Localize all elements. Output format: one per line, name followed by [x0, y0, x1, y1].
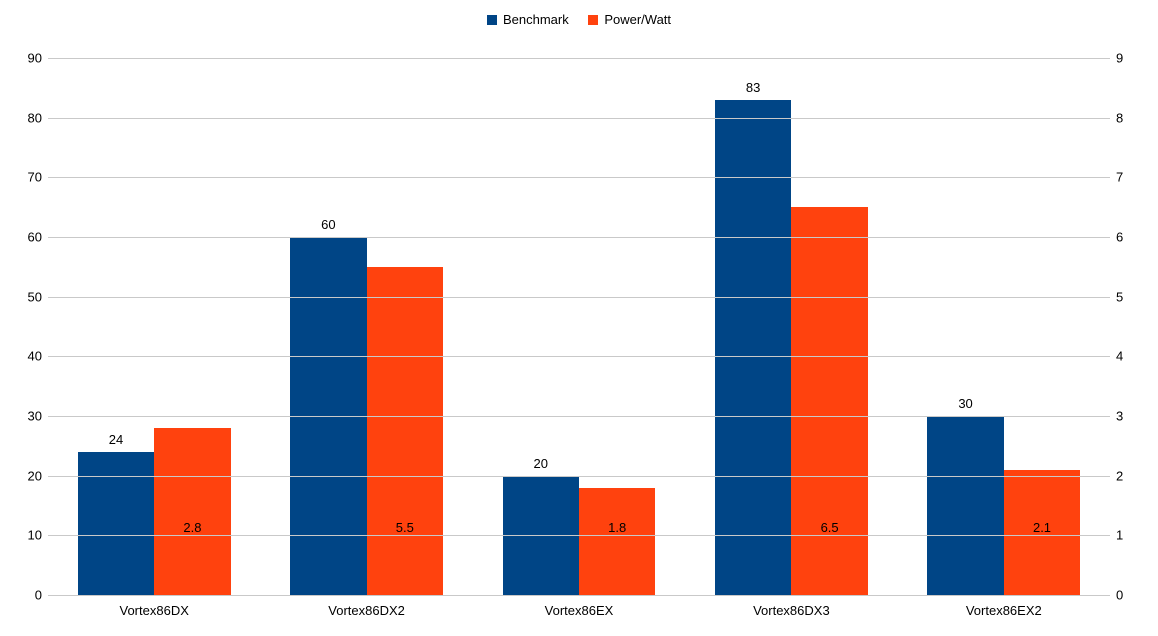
bar-group: Vortex86DX242.8: [48, 58, 260, 595]
bar-value-label: 6.5: [791, 520, 867, 535]
y-left-tick-label: 30: [12, 409, 42, 424]
x-category-label: Vortex86EX2: [898, 603, 1110, 618]
bar-groups: Vortex86DX242.8Vortex86DX2605.5Vortex86E…: [48, 58, 1110, 595]
y-left-tick-label: 60: [12, 230, 42, 245]
bar-value-label: 60: [290, 217, 366, 232]
gridline: [48, 58, 1110, 59]
y-right-tick-label: 7: [1116, 170, 1140, 185]
bar-powerwatt: 1.8: [579, 488, 655, 595]
y-right-tick-label: 3: [1116, 409, 1140, 424]
y-left-tick-label: 80: [12, 110, 42, 125]
y-left-tick-label: 90: [12, 51, 42, 66]
legend-swatch-powerwatt: [588, 15, 598, 25]
y-right-tick-label: 9: [1116, 51, 1140, 66]
bar-value-label: 24: [78, 432, 154, 447]
bar-group: Vortex86EX201.8: [473, 58, 685, 595]
legend-swatch-benchmark: [487, 15, 497, 25]
y-right-tick-label: 0: [1116, 588, 1140, 603]
gridline: [48, 297, 1110, 298]
bar-benchmark: 24: [78, 452, 154, 595]
legend-label: Power/Watt: [604, 12, 671, 27]
x-category-label: Vortex86DX: [48, 603, 260, 618]
x-category-label: Vortex86EX: [473, 603, 685, 618]
y-left-tick-label: 10: [12, 528, 42, 543]
bar-value-label: 5.5: [367, 520, 443, 535]
bar-powerwatt: 5.5: [367, 267, 443, 595]
y-left-tick-label: 0: [12, 588, 42, 603]
legend-item-powerwatt: Power/Watt: [588, 12, 671, 27]
bar-benchmark: 83: [715, 100, 791, 595]
y-right-tick-label: 6: [1116, 230, 1140, 245]
x-category-label: Vortex86DX2: [260, 603, 472, 618]
gridline: [48, 535, 1110, 536]
bar-value-label: 1.8: [579, 520, 655, 535]
bar-group: Vortex86DX2605.5: [260, 58, 472, 595]
bar-powerwatt: 2.1: [1004, 470, 1080, 595]
bar-value-label: 2.1: [1004, 520, 1080, 535]
gridline: [48, 476, 1110, 477]
bar-powerwatt: 2.8: [154, 428, 230, 595]
y-left-tick-label: 70: [12, 170, 42, 185]
y-right-tick-label: 2: [1116, 468, 1140, 483]
legend-item-benchmark: Benchmark: [487, 12, 569, 27]
gridline: [48, 416, 1110, 417]
gridline: [48, 356, 1110, 357]
y-right-tick-label: 1: [1116, 528, 1140, 543]
y-right-tick-label: 5: [1116, 289, 1140, 304]
y-right-tick-label: 4: [1116, 349, 1140, 364]
bar-benchmark: 30: [927, 416, 1003, 595]
bar-group: Vortex86EX2302.1: [898, 58, 1110, 595]
legend-label: Benchmark: [503, 12, 569, 27]
gridline: [48, 177, 1110, 178]
bar-group: Vortex86DX3836.5: [685, 58, 897, 595]
bar-powerwatt: 6.5: [791, 207, 867, 595]
chart-container: Benchmark Power/Watt Vortex86DX242.8Vort…: [0, 0, 1158, 636]
y-left-tick-label: 40: [12, 349, 42, 364]
bar-value-label: 20: [503, 456, 579, 471]
y-left-tick-label: 50: [12, 289, 42, 304]
y-right-tick-label: 8: [1116, 110, 1140, 125]
bar-value-label: 83: [715, 80, 791, 95]
gridline: [48, 118, 1110, 119]
x-category-label: Vortex86DX3: [685, 603, 897, 618]
y-left-tick-label: 20: [12, 468, 42, 483]
gridline: [48, 237, 1110, 238]
bar-value-label: 2.8: [154, 520, 230, 535]
plot-area: Vortex86DX242.8Vortex86DX2605.5Vortex86E…: [48, 58, 1110, 596]
legend: Benchmark Power/Watt: [0, 12, 1158, 28]
bar-value-label: 30: [927, 396, 1003, 411]
